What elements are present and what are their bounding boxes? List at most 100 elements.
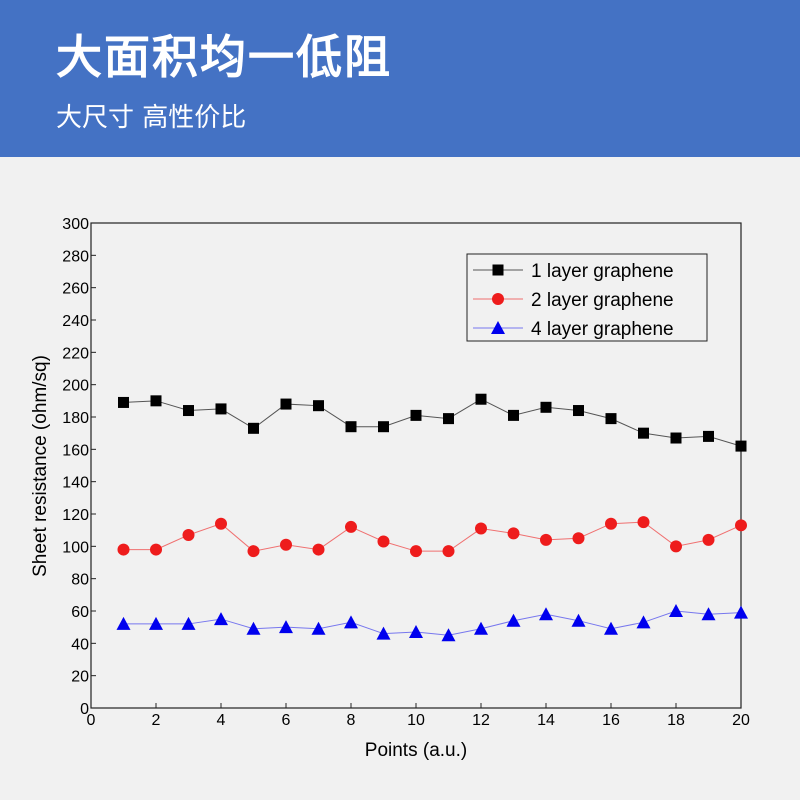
data-point [638, 427, 649, 439]
data-point [571, 613, 586, 627]
data-point [183, 405, 194, 417]
x-tick-label: 20 [732, 712, 750, 729]
x-tick-label: 18 [667, 712, 685, 729]
x-tick-label: 12 [472, 712, 490, 729]
data-point [247, 545, 260, 558]
data-point [150, 543, 162, 556]
data-point [344, 615, 358, 629]
data-point [701, 607, 716, 621]
data-point [474, 621, 488, 635]
data-point [636, 615, 651, 629]
data-point [410, 409, 422, 421]
data-point [181, 616, 196, 630]
y-tick-label: 40 [71, 636, 89, 653]
y-tick-label: 280 [62, 248, 89, 265]
data-point [280, 538, 292, 551]
y-axis-label: Sheet resistance (ohm/sq) [30, 355, 51, 577]
data-point [378, 421, 389, 433]
data-point [605, 413, 617, 425]
y-tick-label: 60 [71, 604, 89, 621]
data-point [118, 396, 129, 408]
data-point [409, 625, 423, 639]
y-tick-label: 80 [71, 572, 89, 589]
series-2 [117, 516, 747, 558]
y-tick-label: 200 [62, 378, 89, 395]
data-point [182, 529, 195, 542]
data-point [280, 398, 292, 410]
legend-marker [491, 321, 505, 334]
data-point [215, 517, 227, 530]
data-point [540, 401, 552, 413]
data-point [734, 605, 748, 619]
x-tick-label: 14 [537, 712, 555, 729]
legend-entry: 2 layer graphene [473, 290, 674, 311]
data-point [735, 440, 747, 452]
x-tick-label: 6 [282, 712, 291, 729]
data-point [214, 612, 228, 626]
data-point [572, 532, 585, 545]
data-point [507, 527, 520, 540]
data-point [703, 430, 714, 442]
data-point [376, 626, 391, 640]
legend-label: 1 layer graphene [531, 261, 674, 282]
data-point [670, 432, 682, 444]
data-point [670, 540, 682, 553]
data-point [150, 395, 162, 407]
x-tick-label: 8 [347, 712, 356, 729]
legend-label: 2 layer graphene [531, 290, 674, 311]
data-point [279, 620, 293, 634]
header-subtitle: 大尺寸 高性价比 [56, 103, 247, 133]
data-point [669, 604, 683, 617]
data-point [735, 519, 747, 532]
data-point [442, 545, 455, 558]
data-point [410, 545, 422, 558]
data-point [637, 516, 650, 529]
series-3 [116, 604, 748, 642]
series-line [123, 610, 742, 636]
y-tick-label: 0 [80, 701, 89, 718]
y-tick-label: 160 [62, 442, 89, 459]
y-tick-label: 220 [62, 345, 89, 362]
data-point [246, 621, 261, 635]
x-tick-label: 2 [152, 712, 161, 729]
x-tick-label: 0 [87, 712, 96, 729]
legend-label: 4 layer graphene [531, 319, 674, 340]
data-point [117, 543, 130, 556]
data-point [313, 400, 324, 412]
data-point [443, 413, 454, 425]
y-tick-label: 120 [62, 507, 89, 524]
data-point [573, 405, 584, 417]
data-point [475, 393, 487, 405]
data-point [604, 621, 618, 635]
data-point [441, 628, 456, 642]
legend-box [466, 253, 708, 342]
data-point [345, 520, 357, 533]
y-tick-label: 300 [62, 216, 89, 233]
legend-entry: 1 layer graphene [473, 261, 674, 282]
y-tick-label: 240 [62, 313, 89, 330]
data-point [702, 533, 715, 546]
data-point [248, 422, 259, 434]
series-1 [118, 393, 747, 452]
header-title: 大面积均一低阻 [56, 30, 392, 84]
data-point [345, 421, 357, 433]
y-tick-label: 140 [62, 475, 89, 492]
x-tick-label: 4 [217, 712, 226, 729]
data-point [377, 535, 390, 548]
data-point [475, 522, 487, 535]
data-point [508, 409, 519, 421]
data-point [215, 403, 227, 415]
data-point [605, 517, 617, 530]
data-point [149, 616, 163, 630]
legend-entry: 4 layer graphene [473, 319, 674, 340]
data-point [506, 613, 521, 627]
y-tick-label: 180 [62, 410, 89, 427]
data-point [540, 533, 552, 546]
legend-marker [492, 264, 504, 276]
x-tick-label: 16 [602, 712, 620, 729]
x-axis-label: Points (a.u.) [365, 740, 467, 761]
data-point [311, 621, 326, 635]
header-banner: 大面积均一低阻 大尺寸 高性价比 [0, 0, 800, 157]
data-point [539, 607, 553, 621]
y-tick-label: 260 [62, 281, 89, 298]
